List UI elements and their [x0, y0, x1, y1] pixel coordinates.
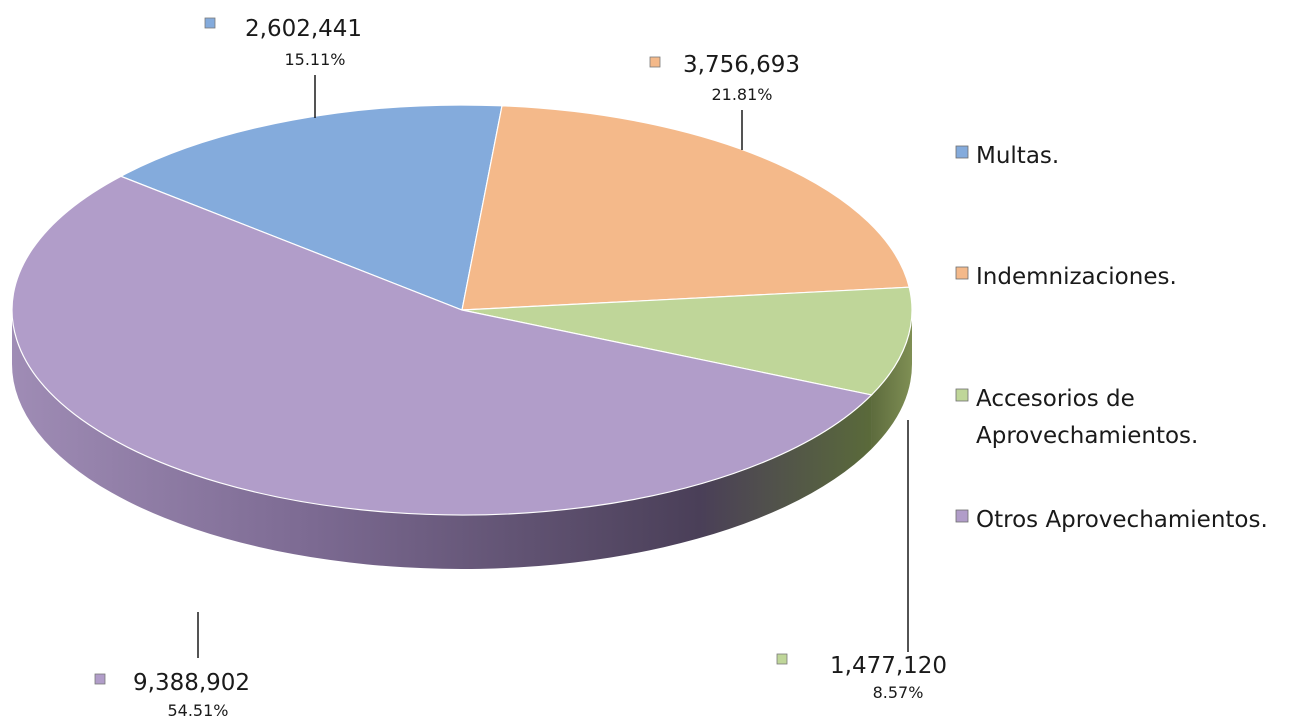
data-label-percent-4: 54.51%: [167, 701, 228, 720]
label-marker-3: [776, 653, 788, 665]
legend-label-3-line-1: Accesorios de: [976, 386, 1135, 412]
legend-label-2: Indemnizaciones.: [976, 264, 1177, 290]
label-marker-4: [94, 673, 106, 685]
legend: Multas. Indemnizaciones. Accesorios de Apro…: [955, 143, 1268, 533]
legend-label-3-line-2: Aprovechamientos.: [976, 423, 1198, 449]
data-label-percent-3: 8.57%: [873, 683, 924, 702]
data-label-value-2: 3,756,693: [683, 52, 800, 78]
legend-label-4: Otros Aprovechamientos.: [976, 507, 1268, 533]
data-label-value-1: 2,602,441: [245, 16, 362, 42]
label-marker-2: [649, 56, 661, 68]
data-labels: 2,602,441 15.11% 3,756,693 21.81% 1,477,120 8…: [94, 16, 947, 720]
legend-swatch-3: [955, 388, 969, 402]
data-label-value-3: 1,477,120: [830, 653, 947, 679]
side-otros: [12, 310, 872, 570]
data-label-percent-2: 21.81%: [711, 85, 772, 104]
legend-swatch-4: [955, 509, 969, 523]
legend-swatch-2: [955, 266, 969, 280]
pie-slice-1: [119, 104, 503, 311]
pie-slice-2: [461, 105, 910, 311]
pie-slice-3: [461, 286, 913, 396]
label-marker-1: [204, 17, 216, 29]
side-accesorios: [871, 310, 912, 449]
data-label-percent-1: 15.11%: [284, 50, 345, 69]
legend-label-1: Multas.: [976, 143, 1059, 169]
pie-slice-4: [11, 175, 873, 516]
pie-layer: [11, 104, 913, 570]
data-label-value-4: 9,388,902: [133, 670, 250, 696]
legend-swatch-1: [955, 145, 969, 159]
